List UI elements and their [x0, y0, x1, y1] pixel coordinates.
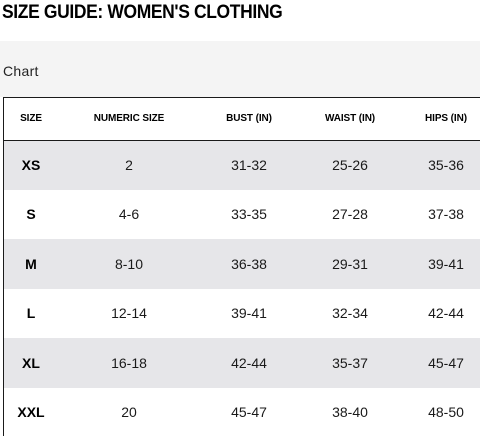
- column-header-bust: BUST (IN): [200, 98, 298, 141]
- table-row: XS 2 31-32 25-26 35-36: [4, 140, 480, 190]
- table-row: XXL 20 45-47 38-40 48-50: [4, 388, 480, 436]
- table-header: SIZE NUMERIC SIZE BUST (IN) WAIST (IN) H…: [4, 98, 480, 141]
- size-cell: XL: [22, 354, 40, 371]
- size-chart-table: SIZE NUMERIC SIZE BUST (IN) WAIST (IN) H…: [4, 98, 480, 436]
- numeric-size-cell: 2: [125, 157, 133, 173]
- size-cell: XXL: [17, 404, 45, 421]
- table-row: L 12-14 39-41 32-34 42-44: [4, 289, 480, 339]
- bust-cell: 45-47: [231, 404, 267, 421]
- waist-cell: 27-28: [332, 206, 368, 223]
- numeric-size-cell: 12-14: [111, 305, 147, 322]
- waist-cell: 32-34: [332, 305, 368, 322]
- waist-cell: 25-26: [332, 157, 368, 173]
- bust-cell: 36-38: [231, 255, 267, 272]
- bust-cell: 33-35: [231, 206, 267, 223]
- table-row: M 8-10 36-38 29-31 39-41: [4, 239, 480, 289]
- column-header-size: SIZE: [4, 98, 58, 141]
- numeric-size-cell: 20: [121, 404, 137, 421]
- tab-chart[interactable]: Chart: [3, 63, 39, 79]
- column-header-waist: WAIST (IN): [298, 98, 402, 141]
- hips-cell: 39-41: [428, 255, 464, 272]
- tab-bar: Chart: [0, 41, 480, 97]
- bust-cell: 39-41: [231, 305, 267, 322]
- size-cell: XS: [21, 157, 41, 173]
- size-chart-table-container: SIZE NUMERIC SIZE BUST (IN) WAIST (IN) H…: [3, 97, 480, 436]
- header-row: SIZE NUMERIC SIZE BUST (IN) WAIST (IN) H…: [4, 98, 480, 141]
- bust-cell: 31-32: [231, 157, 267, 173]
- hips-cell: 37-38: [428, 206, 464, 223]
- size-cell: M: [25, 255, 37, 272]
- page-title: SIZE GUIDE: WOMEN'S CLOTHING: [2, 2, 283, 23]
- table-body: XS 2 31-32 25-26 35-36 S 4-6 33-35 27-28…: [4, 140, 480, 436]
- size-cell: S: [26, 206, 36, 223]
- numeric-size-cell: 16-18: [111, 354, 147, 371]
- bust-cell: 42-44: [231, 354, 267, 371]
- numeric-size-cell: 4-6: [118, 206, 140, 223]
- hips-cell: 45-47: [428, 354, 464, 371]
- size-cell: L: [26, 305, 36, 322]
- hips-cell: 42-44: [428, 305, 464, 322]
- table-row: S 4-6 33-35 27-28 37-38: [4, 190, 480, 240]
- hips-cell: 48-50: [428, 404, 464, 421]
- column-header-numeric-size: NUMERIC SIZE: [58, 98, 200, 141]
- waist-cell: 35-37: [332, 354, 368, 371]
- hips-cell: 35-36: [428, 157, 464, 173]
- table-row: XL 16-18 42-44 35-37 45-47: [4, 338, 480, 388]
- waist-cell: 29-31: [332, 255, 368, 272]
- numeric-size-cell: 8-10: [114, 255, 144, 272]
- waist-cell: 38-40: [332, 404, 368, 421]
- column-header-hips: HIPS (IN): [402, 98, 480, 141]
